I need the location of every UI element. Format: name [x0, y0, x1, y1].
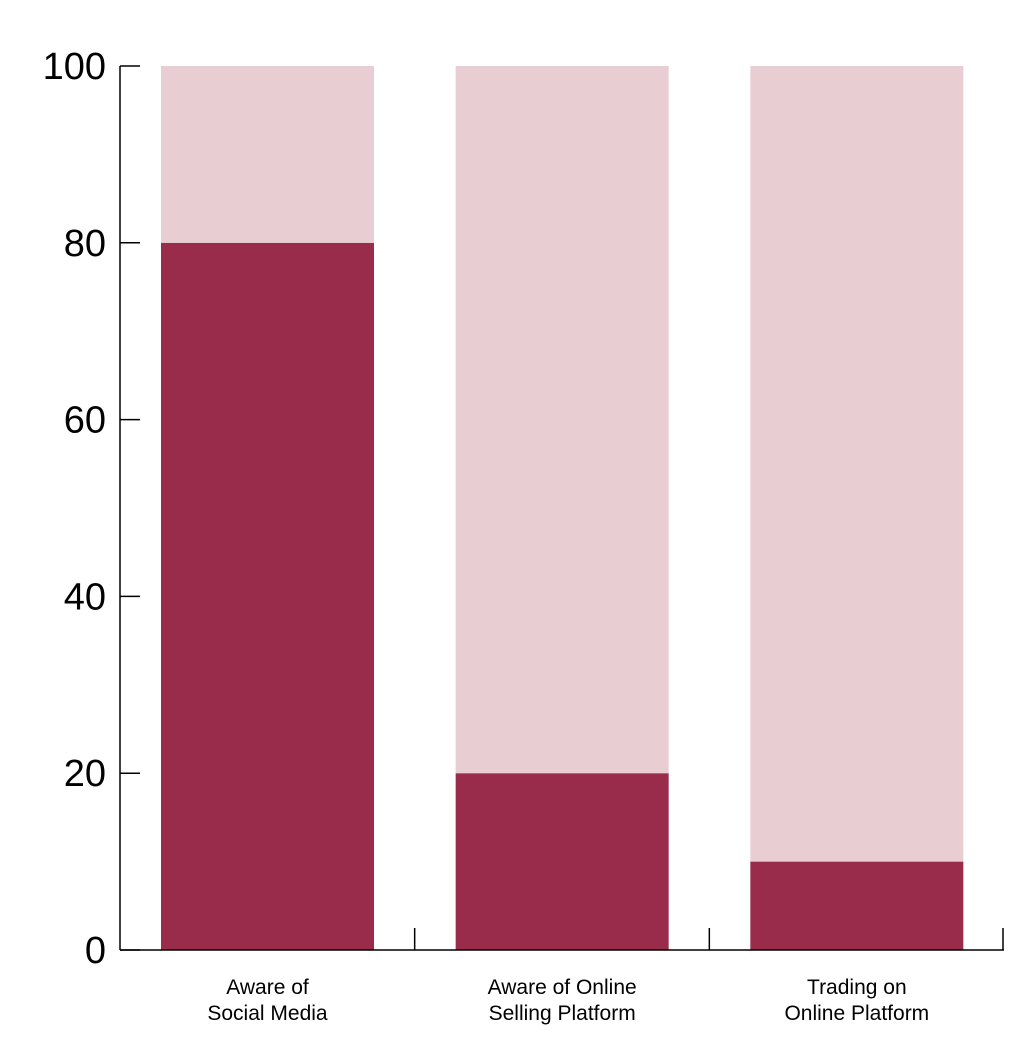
y-tick-label: 0 — [85, 930, 106, 972]
category-label-2: Aware of Online Selling Platform — [488, 976, 637, 1025]
bar-segment-3-value — [750, 861, 964, 950]
category-label-1: Aware of Social Media — [207, 976, 328, 1025]
y-ticks-group: 0 20 40 60 80 100 — [43, 46, 140, 972]
y-tick-label: 60 — [64, 400, 106, 442]
bar-segment-1-value — [161, 242, 374, 951]
category-label-line: Aware of — [226, 976, 309, 999]
category-label-line: Social Media — [207, 1002, 328, 1025]
y-tick-label: 100 — [43, 46, 106, 88]
y-tick-label: 80 — [64, 223, 106, 265]
category-label-line: Selling Platform — [489, 1002, 636, 1025]
bar-segment-1-remainder — [161, 66, 374, 243]
y-tick-label: 20 — [64, 753, 106, 795]
category-label-line: Aware of Online — [488, 976, 637, 999]
x-ticks-group — [413, 928, 1004, 950]
category-label-line: Online Platform — [784, 1002, 929, 1025]
bar-segment-3-remainder — [750, 66, 964, 862]
bar-segment-2-remainder — [455, 66, 669, 774]
category-labels-group: Aware of Social Media Aware of Online Selli… — [207, 976, 929, 1025]
category-label-3: Trading on Online Platform — [784, 976, 929, 1025]
axes-group: 0 20 40 60 80 100 — [43, 46, 1004, 972]
category-label-line: Trading on — [807, 976, 907, 999]
bars-group — [161, 66, 964, 951]
bar-segment-2-value — [455, 773, 669, 950]
y-tick-label: 40 — [64, 576, 106, 618]
